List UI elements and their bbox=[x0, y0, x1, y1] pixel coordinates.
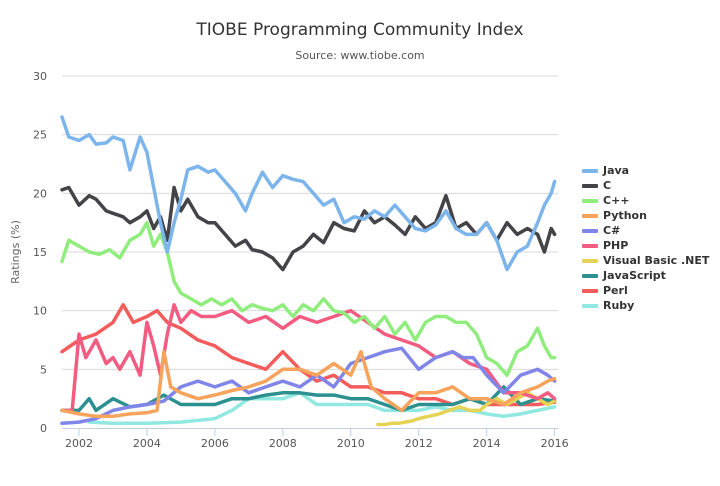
y-tick-label: 10 bbox=[33, 305, 47, 318]
legend-item-java[interactable]: Java bbox=[582, 163, 709, 178]
x-tick-label: 2016 bbox=[541, 437, 569, 450]
legend-item-python[interactable]: Python bbox=[582, 208, 709, 223]
y-tick-label: 25 bbox=[33, 129, 47, 142]
y-tick-label: 30 bbox=[33, 70, 47, 83]
legend-swatch bbox=[582, 183, 598, 188]
y-tick-label: 0 bbox=[40, 422, 47, 435]
series-line-c[interactable] bbox=[60, 220, 557, 377]
legend-item-c[interactable]: C++ bbox=[582, 193, 709, 208]
series-line-c[interactable] bbox=[60, 346, 557, 426]
y-tick-label: 5 bbox=[40, 363, 47, 376]
series-line-java[interactable] bbox=[60, 115, 557, 272]
legend-item-visual-basic-net[interactable]: Visual Basic .NET bbox=[582, 253, 709, 268]
y-tick-label: 15 bbox=[33, 246, 47, 259]
legend-swatch bbox=[582, 258, 598, 263]
legend-swatch bbox=[582, 303, 598, 308]
legend-item-c[interactable]: C bbox=[582, 178, 709, 193]
legend-item-php[interactable]: PHP bbox=[582, 238, 709, 253]
chart-title: TIOBE Programming Community Index bbox=[196, 20, 524, 40]
legend-item-javascript[interactable]: JavaScript bbox=[582, 268, 709, 283]
legend-swatch bbox=[582, 213, 598, 218]
legend-item-ruby[interactable]: Ruby bbox=[582, 298, 709, 313]
legend-swatch bbox=[582, 288, 598, 293]
chart-subtitle: Source: www.tiobe.com bbox=[295, 49, 425, 62]
y-axis-title: Ratings (%) bbox=[9, 220, 22, 284]
x-tick-label: 2008 bbox=[269, 437, 297, 450]
legend-swatch bbox=[582, 198, 598, 203]
series-line-ruby[interactable] bbox=[87, 391, 557, 426]
x-tick-label: 2004 bbox=[133, 437, 161, 450]
y-tick-label: 20 bbox=[33, 187, 47, 200]
legend-label: Visual Basic .NET bbox=[603, 254, 710, 267]
x-tick-label: 2010 bbox=[337, 437, 365, 450]
series-line-python[interactable] bbox=[60, 349, 557, 419]
legend-swatch bbox=[582, 168, 598, 173]
legend-item-perl[interactable]: Perl bbox=[582, 283, 709, 298]
x-tick-label: 2014 bbox=[473, 437, 501, 450]
legend-swatch bbox=[582, 273, 598, 278]
legend-item-c[interactable]: C# bbox=[582, 223, 709, 238]
legend-label: PHP bbox=[603, 239, 629, 252]
legend: Java C C++ Python C# PHP Visual Basic .NET Java… bbox=[582, 163, 709, 313]
legend-label: C bbox=[603, 179, 612, 192]
legend-swatch bbox=[582, 228, 598, 233]
legend-label: JavaScript bbox=[603, 269, 666, 282]
legend-swatch bbox=[582, 243, 598, 248]
legend-label: Perl bbox=[603, 284, 628, 297]
legend-label: Java bbox=[603, 164, 630, 177]
x-tick-label: 2006 bbox=[201, 437, 229, 450]
x-tick-label: 2002 bbox=[65, 437, 93, 450]
x-tick-label: 2012 bbox=[405, 437, 433, 450]
legend-label: Ruby bbox=[603, 299, 635, 312]
legend-label: C# bbox=[603, 224, 621, 237]
legend-label: Python bbox=[603, 209, 647, 222]
legend-label: C++ bbox=[603, 194, 630, 207]
